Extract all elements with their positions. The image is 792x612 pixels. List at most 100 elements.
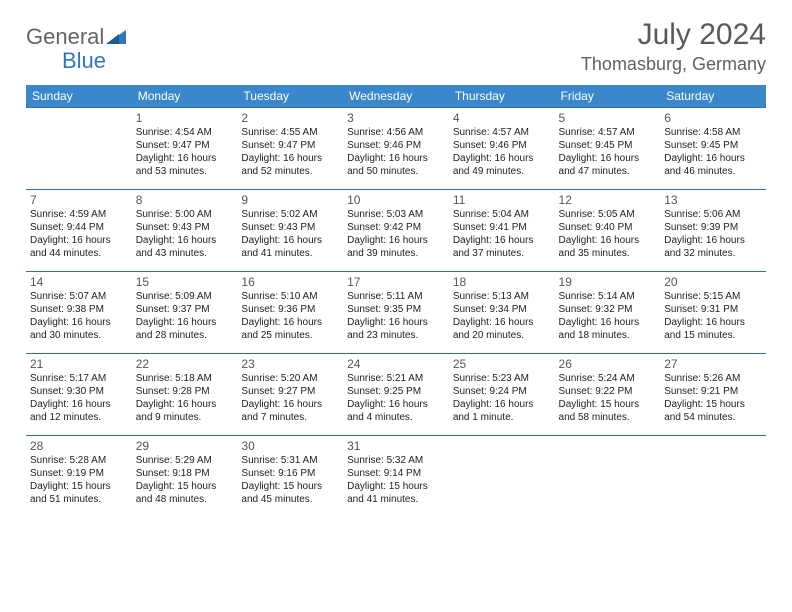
day-number: 5 <box>559 111 657 125</box>
daylight-text-2: and 25 minutes. <box>241 329 339 342</box>
daylight-text-2: and 1 minute. <box>453 411 551 424</box>
weekday-header: Wednesday <box>343 85 449 108</box>
sunset-text: Sunset: 9:27 PM <box>241 385 339 398</box>
sunrise-text: Sunrise: 5:05 AM <box>559 208 657 221</box>
day-cell: 25Sunrise: 5:23 AMSunset: 9:24 PMDayligh… <box>449 354 555 436</box>
daylight-text: Daylight: 16 hours <box>136 398 234 411</box>
sunrise-text: Sunrise: 5:14 AM <box>559 290 657 303</box>
daylight-text-2: and 20 minutes. <box>453 329 551 342</box>
day-info: Sunrise: 4:56 AMSunset: 9:46 PMDaylight:… <box>347 126 445 178</box>
day-cell: 2Sunrise: 4:55 AMSunset: 9:47 PMDaylight… <box>237 108 343 190</box>
day-cell: 8Sunrise: 5:00 AMSunset: 9:43 PMDaylight… <box>132 190 238 272</box>
day-cell: 14Sunrise: 5:07 AMSunset: 9:38 PMDayligh… <box>26 272 132 354</box>
daylight-text-2: and 12 minutes. <box>30 411 128 424</box>
sunrise-text: Sunrise: 5:13 AM <box>453 290 551 303</box>
day-info: Sunrise: 5:18 AMSunset: 9:28 PMDaylight:… <box>136 372 234 424</box>
daylight-text-2: and 47 minutes. <box>559 165 657 178</box>
daylight-text-2: and 15 minutes. <box>664 329 762 342</box>
day-number: 2 <box>241 111 339 125</box>
daylight-text: Daylight: 16 hours <box>559 234 657 247</box>
day-cell: 29Sunrise: 5:29 AMSunset: 9:18 PMDayligh… <box>132 436 238 518</box>
sunrise-text: Sunrise: 4:57 AM <box>453 126 551 139</box>
calendar-body: 1Sunrise: 4:54 AMSunset: 9:47 PMDaylight… <box>26 108 766 518</box>
daylight-text-2: and 30 minutes. <box>30 329 128 342</box>
sunset-text: Sunset: 9:40 PM <box>559 221 657 234</box>
day-cell: 31Sunrise: 5:32 AMSunset: 9:14 PMDayligh… <box>343 436 449 518</box>
sunset-text: Sunset: 9:21 PM <box>664 385 762 398</box>
day-number: 14 <box>30 275 128 289</box>
title-block: July 2024 Thomasburg, Germany <box>581 18 766 75</box>
day-number: 19 <box>559 275 657 289</box>
sunrise-text: Sunrise: 5:06 AM <box>664 208 762 221</box>
weekday-header-row: Sunday Monday Tuesday Wednesday Thursday… <box>26 85 766 108</box>
daylight-text: Daylight: 15 hours <box>30 480 128 493</box>
day-info: Sunrise: 4:54 AMSunset: 9:47 PMDaylight:… <box>136 126 234 178</box>
location: Thomasburg, Germany <box>581 54 766 75</box>
sunset-text: Sunset: 9:14 PM <box>347 467 445 480</box>
daylight-text-2: and 28 minutes. <box>136 329 234 342</box>
day-info: Sunrise: 5:03 AMSunset: 9:42 PMDaylight:… <box>347 208 445 260</box>
sunset-text: Sunset: 9:28 PM <box>136 385 234 398</box>
day-info: Sunrise: 4:55 AMSunset: 9:47 PMDaylight:… <box>241 126 339 178</box>
daylight-text-2: and 44 minutes. <box>30 247 128 260</box>
sunrise-text: Sunrise: 4:55 AM <box>241 126 339 139</box>
day-info: Sunrise: 5:32 AMSunset: 9:14 PMDaylight:… <box>347 454 445 506</box>
sunrise-text: Sunrise: 5:23 AM <box>453 372 551 385</box>
daylight-text-2: and 41 minutes. <box>347 493 445 506</box>
sunset-text: Sunset: 9:38 PM <box>30 303 128 316</box>
day-info: Sunrise: 4:59 AMSunset: 9:44 PMDaylight:… <box>30 208 128 260</box>
day-info: Sunrise: 5:15 AMSunset: 9:31 PMDaylight:… <box>664 290 762 342</box>
weekday-header: Monday <box>132 85 238 108</box>
sunrise-text: Sunrise: 5:26 AM <box>664 372 762 385</box>
daylight-text: Daylight: 16 hours <box>347 398 445 411</box>
daylight-text: Daylight: 15 hours <box>241 480 339 493</box>
day-number: 17 <box>347 275 445 289</box>
day-info: Sunrise: 4:58 AMSunset: 9:45 PMDaylight:… <box>664 126 762 178</box>
logo-text-blue: Blue <box>26 48 106 74</box>
daylight-text: Daylight: 16 hours <box>559 316 657 329</box>
sunset-text: Sunset: 9:19 PM <box>30 467 128 480</box>
daylight-text-2: and 50 minutes. <box>347 165 445 178</box>
day-info: Sunrise: 5:24 AMSunset: 9:22 PMDaylight:… <box>559 372 657 424</box>
day-number: 16 <box>241 275 339 289</box>
day-number: 31 <box>347 439 445 453</box>
week-row: 21Sunrise: 5:17 AMSunset: 9:30 PMDayligh… <box>26 354 766 436</box>
day-number: 1 <box>136 111 234 125</box>
sunrise-text: Sunrise: 5:24 AM <box>559 372 657 385</box>
sunset-text: Sunset: 9:36 PM <box>241 303 339 316</box>
sunset-text: Sunset: 9:16 PM <box>241 467 339 480</box>
day-number: 21 <box>30 357 128 371</box>
week-row: 14Sunrise: 5:07 AMSunset: 9:38 PMDayligh… <box>26 272 766 354</box>
daylight-text: Daylight: 16 hours <box>241 234 339 247</box>
sunrise-text: Sunrise: 5:11 AM <box>347 290 445 303</box>
daylight-text-2: and 35 minutes. <box>559 247 657 260</box>
day-info: Sunrise: 5:05 AMSunset: 9:40 PMDaylight:… <box>559 208 657 260</box>
day-number: 4 <box>453 111 551 125</box>
sunrise-text: Sunrise: 5:18 AM <box>136 372 234 385</box>
day-info: Sunrise: 5:17 AMSunset: 9:30 PMDaylight:… <box>30 372 128 424</box>
sunset-text: Sunset: 9:45 PM <box>664 139 762 152</box>
day-number: 6 <box>664 111 762 125</box>
day-cell: 11Sunrise: 5:04 AMSunset: 9:41 PMDayligh… <box>449 190 555 272</box>
weekday-header: Tuesday <box>237 85 343 108</box>
daylight-text: Daylight: 16 hours <box>136 316 234 329</box>
day-cell: 9Sunrise: 5:02 AMSunset: 9:43 PMDaylight… <box>237 190 343 272</box>
sunrise-text: Sunrise: 5:21 AM <box>347 372 445 385</box>
sunrise-text: Sunrise: 4:57 AM <box>559 126 657 139</box>
week-row: 1Sunrise: 4:54 AMSunset: 9:47 PMDaylight… <box>26 108 766 190</box>
sunset-text: Sunset: 9:18 PM <box>136 467 234 480</box>
day-info: Sunrise: 5:31 AMSunset: 9:16 PMDaylight:… <box>241 454 339 506</box>
sunset-text: Sunset: 9:43 PM <box>241 221 339 234</box>
daylight-text: Daylight: 16 hours <box>453 316 551 329</box>
sunset-text: Sunset: 9:42 PM <box>347 221 445 234</box>
daylight-text-2: and 7 minutes. <box>241 411 339 424</box>
day-cell: 3Sunrise: 4:56 AMSunset: 9:46 PMDaylight… <box>343 108 449 190</box>
day-number: 10 <box>347 193 445 207</box>
sunrise-text: Sunrise: 4:58 AM <box>664 126 762 139</box>
daylight-text: Daylight: 16 hours <box>136 234 234 247</box>
day-cell: 7Sunrise: 4:59 AMSunset: 9:44 PMDaylight… <box>26 190 132 272</box>
sunrise-text: Sunrise: 5:31 AM <box>241 454 339 467</box>
day-cell: 1Sunrise: 4:54 AMSunset: 9:47 PMDaylight… <box>132 108 238 190</box>
day-number: 24 <box>347 357 445 371</box>
day-number: 25 <box>453 357 551 371</box>
